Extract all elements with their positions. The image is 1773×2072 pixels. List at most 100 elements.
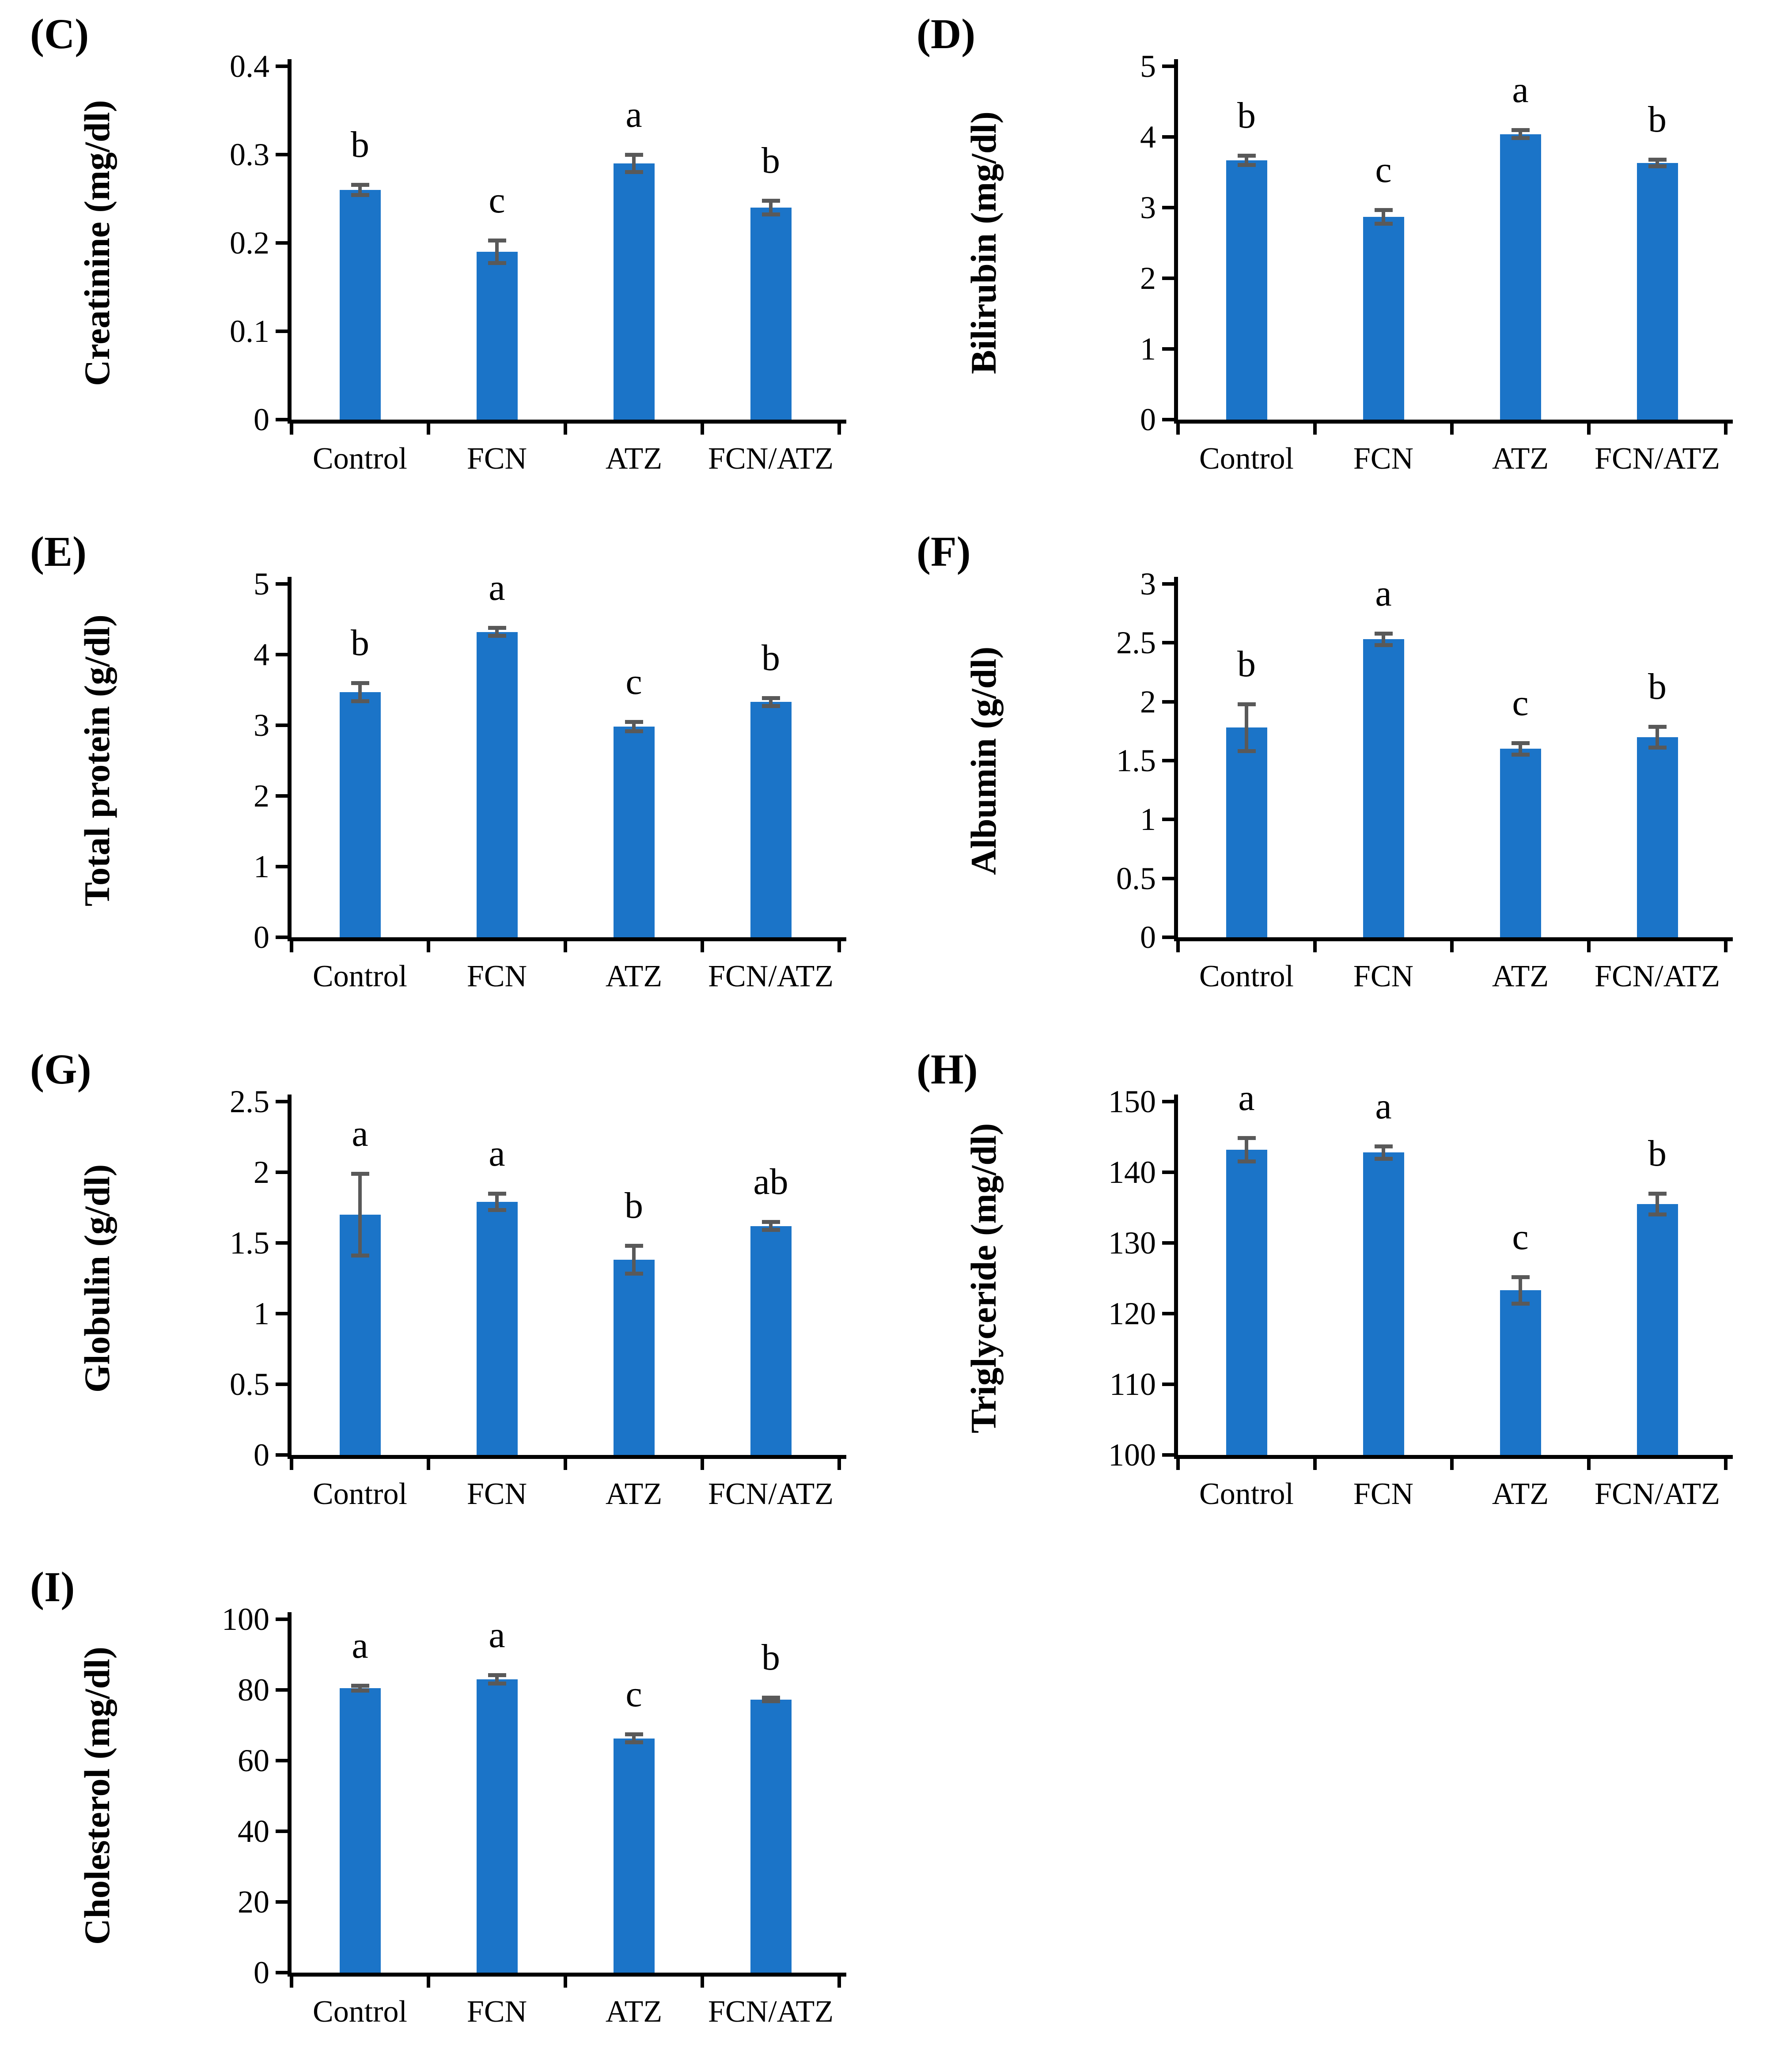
error-bar-stem: [358, 185, 362, 195]
x-tick-mark: [564, 1973, 567, 1988]
y-axis-line: [1174, 577, 1178, 941]
x-tick-mark: [290, 1973, 293, 1988]
y-tick-label: 0: [1140, 920, 1156, 955]
y-tick-label: 1: [1140, 802, 1156, 837]
error-bar-cap-bottom: [1374, 643, 1393, 647]
x-category-label: FCN/ATZ: [708, 1477, 833, 1511]
error-bar-cap-bottom: [351, 1689, 369, 1693]
y-tick-label: 5: [254, 566, 269, 602]
panel-E-total-protein: (E) Total protein (g/dl) 0 1 2 3 4 5 b Control a…: [0, 518, 886, 1035]
y-axis-title: Cholesterol (mg/dl): [77, 1647, 117, 1945]
y-tick-label: 0.3: [230, 137, 269, 172]
x-category-label: ATZ: [605, 1477, 663, 1511]
significance-letter: b: [351, 622, 369, 663]
error-bar-cap-bottom: [1648, 164, 1667, 169]
error-bar-cap-top: [1511, 128, 1530, 132]
error-bar-cap-bottom: [625, 729, 643, 734]
x-tick-mark: [1587, 420, 1591, 435]
x-tick-mark: [564, 1455, 567, 1470]
y-tick-label: 0: [254, 920, 269, 955]
x-tick-mark: [1176, 420, 1180, 435]
error-bar-cap-top: [1237, 1136, 1256, 1140]
y-tick-mark: [276, 1759, 288, 1762]
plot-area: 0 1 2 3 4 5 b Control c FCN a ATZ b FCN/ATZ: [1140, 49, 1733, 476]
significance-letter: a: [625, 94, 642, 135]
y-tick-label: 2: [254, 778, 269, 814]
x-tick-mark: [837, 420, 841, 435]
error-bar-cap-bottom: [1237, 1159, 1256, 1163]
error-bar-cap-bottom: [761, 704, 780, 708]
y-tick-mark: [276, 1830, 288, 1833]
y-tick-label: 0.5: [1116, 860, 1156, 896]
error-bar-stem: [1382, 1146, 1385, 1159]
significance-letter: a: [489, 567, 505, 609]
y-tick-mark: [1162, 347, 1174, 351]
panel-letter: (D): [917, 10, 976, 57]
error-bar-cap-top: [488, 1673, 506, 1677]
plot-area: 0 20 40 60 80 100 a Control a FCN c ATZ b FCN/ATZ: [222, 1602, 846, 2029]
bar: [1500, 749, 1541, 937]
y-tick-mark: [276, 1312, 288, 1315]
panel-F-albumin: (F) Albumin (g/dl) 0 0.5 1 1.5 2 2.5 3 b Control…: [886, 518, 1773, 1035]
y-tick-label: 1: [1140, 331, 1156, 367]
bar: [613, 1260, 655, 1455]
error-bar-cap-top: [351, 1683, 369, 1688]
bar: [339, 1688, 381, 1973]
y-tick-label: 140: [1108, 1155, 1156, 1190]
error-bar-cap-top: [761, 1695, 780, 1700]
error-bar-cap-bottom: [1648, 1212, 1667, 1216]
bar: [1363, 639, 1404, 937]
x-tick-mark: [1587, 1455, 1591, 1470]
error-bar-stem: [495, 1193, 499, 1211]
y-axis-line: [288, 1612, 292, 1977]
x-category-label: ATZ: [605, 1995, 663, 2029]
bar: [750, 208, 792, 420]
plot-area: 100 110 120 130 140 150 a Control a FCN c ATZ b FCN/A…: [1108, 1077, 1733, 1511]
significance-letter: c: [489, 180, 505, 221]
significance-letter: b: [1648, 99, 1667, 140]
x-category-label: Control: [1199, 959, 1294, 993]
error-bar-stem: [495, 1674, 499, 1684]
error-bar-stem: [1382, 633, 1385, 645]
y-tick-mark: [1162, 1170, 1174, 1174]
error-bar-stem: [495, 240, 499, 263]
error-bar-stem: [769, 1222, 773, 1231]
bar: [1637, 1204, 1678, 1455]
error-bar-stem: [632, 155, 636, 172]
x-category-label: FCN: [466, 442, 527, 476]
x-tick-mark: [290, 1455, 293, 1470]
significance-letter: ab: [753, 1161, 788, 1202]
y-tick-label: 0.2: [230, 225, 269, 261]
error-bar-stem: [1656, 1193, 1659, 1215]
plot-area: 0 1 2 3 4 5 b Control a FCN c ATZ b FCN/ATZ: [254, 566, 846, 993]
error-bar-cap-top: [488, 239, 506, 242]
error-bar-cap-top: [761, 696, 780, 700]
y-tick-label: 120: [1108, 1296, 1156, 1331]
y-tick-mark: [1162, 1100, 1174, 1103]
x-tick-mark: [1313, 420, 1317, 435]
error-bar-cap-bottom: [1511, 752, 1530, 757]
error-bar-cap-bottom: [351, 193, 369, 197]
error-bar-stem: [632, 1734, 636, 1743]
y-tick-label: 2.5: [1116, 625, 1156, 661]
y-tick-mark: [276, 1688, 288, 1692]
error-bar-cap-top: [625, 1244, 643, 1248]
error-bar-stem: [358, 1685, 362, 1691]
error-bar-cap-top: [1374, 632, 1393, 636]
significance-letter: a: [489, 1133, 505, 1174]
y-tick-label: 2: [254, 1155, 269, 1190]
error-bar-stem: [769, 201, 773, 215]
significance-letter: c: [1512, 682, 1529, 723]
error-bar-stem: [1382, 209, 1385, 224]
y-tick-mark: [1162, 206, 1174, 209]
y-tick-mark: [276, 1617, 288, 1621]
x-category-label: FCN: [466, 1995, 527, 2029]
significance-letter: b: [761, 1636, 780, 1678]
y-axis-line: [288, 1095, 292, 1459]
error-bar-cap-bottom: [488, 1208, 506, 1212]
y-tick-label: 4: [254, 637, 269, 672]
y-axis-line: [1174, 1095, 1178, 1459]
x-tick-mark: [564, 937, 567, 952]
x-category-label: Control: [313, 442, 407, 476]
x-tick-mark: [1313, 937, 1317, 952]
